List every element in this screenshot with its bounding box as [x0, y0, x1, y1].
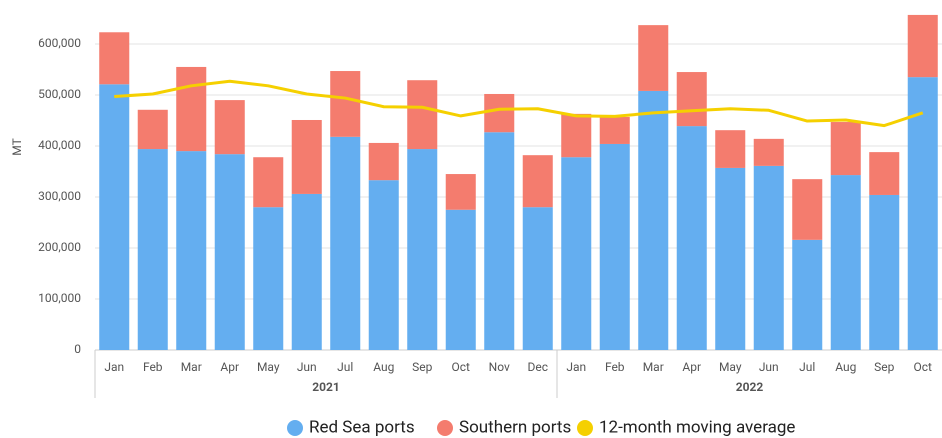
bar-segment	[753, 165, 784, 350]
bar-segment	[291, 119, 322, 194]
x-tick-label: Feb	[143, 360, 163, 374]
bar-segment	[137, 109, 168, 150]
bar-segment	[830, 175, 861, 350]
group-label: 2022	[736, 380, 764, 394]
bar-segment	[407, 149, 438, 350]
bar-segment	[484, 93, 515, 133]
bar-segment	[869, 194, 900, 350]
bar-segment	[137, 149, 168, 350]
bar-segment	[445, 174, 476, 210]
x-tick-label: Oct	[914, 360, 933, 374]
bar-segment	[907, 77, 938, 351]
bar-segment	[792, 179, 823, 240]
y-tick-label: 600,000	[38, 36, 81, 50]
y-tick-label: 100,000	[38, 291, 81, 305]
bar-segment	[638, 25, 669, 91]
x-tick-label: Dec	[527, 360, 548, 374]
x-tick-label: Apr	[682, 360, 701, 374]
legend-marker	[287, 420, 303, 436]
x-tick-label: Aug	[373, 360, 394, 374]
x-tick-label: Sep	[874, 360, 894, 374]
bar-segment	[599, 116, 630, 144]
bar-segment	[445, 209, 476, 350]
bar-segment	[830, 122, 861, 176]
bar-segment	[99, 84, 130, 350]
bar-segment	[792, 239, 823, 350]
x-tick-label: Jul	[799, 360, 815, 374]
bar-segment	[253, 207, 284, 350]
y-tick-label: 400,000	[38, 138, 81, 152]
y-tick-label: 0	[74, 342, 81, 356]
line	[114, 79, 924, 128]
y-tick-label: 500,000	[38, 87, 81, 101]
bar-segment	[522, 155, 553, 208]
bar-segment	[214, 100, 245, 155]
bar-segment	[599, 143, 630, 350]
bar-segment	[368, 142, 399, 181]
x-tick-label: Nov	[489, 360, 510, 374]
bar-segment	[561, 157, 592, 350]
bar-segment	[407, 80, 438, 150]
bar-segment	[715, 167, 746, 350]
bar-segment	[176, 66, 207, 152]
bar-segment	[676, 126, 707, 350]
x-tick-label: Jan	[566, 360, 586, 374]
x-tick-label: Jul	[337, 360, 353, 374]
bar-segment	[253, 157, 284, 208]
y-axis-label: MT	[10, 138, 24, 155]
x-tick-label: Mar	[181, 360, 202, 374]
x-tick-label: Jun	[297, 360, 317, 374]
x-tick-label: Jun	[759, 360, 779, 374]
x-tick-label: Mar	[643, 360, 664, 374]
x-tick-label: Feb	[605, 360, 625, 374]
bar-segment	[638, 90, 669, 351]
x-tick-label: May	[257, 360, 280, 374]
bar-segment	[869, 152, 900, 195]
legend-marker	[577, 420, 593, 436]
y-tick-label: 300,000	[38, 189, 81, 203]
bar-segment	[368, 180, 399, 350]
legend-marker	[437, 420, 453, 436]
legend-label: 12-month moving average	[599, 417, 795, 437]
legend-label: Red Sea ports	[309, 417, 415, 437]
bar-segment	[676, 72, 707, 127]
x-tick-label: Apr	[220, 360, 239, 374]
bar-segment	[484, 132, 515, 350]
x-tick-label: Aug	[835, 360, 856, 374]
x-tick-label: Sep	[412, 360, 432, 374]
bar-segment	[330, 71, 361, 137]
x-tick-label: May	[719, 360, 742, 374]
x-tick-label: Oct	[452, 360, 471, 374]
bar-segment	[99, 32, 130, 85]
bar-segment	[522, 207, 553, 350]
bar-segment	[214, 154, 245, 350]
bar-segment	[561, 113, 592, 158]
x-tick-label: Jan	[104, 360, 124, 374]
bar-segment	[907, 14, 938, 78]
bar-segment	[330, 136, 361, 350]
bar-segment	[753, 138, 784, 166]
y-tick-label: 200,000	[38, 240, 81, 254]
bar-segment	[176, 151, 207, 350]
legend-label: Southern ports	[459, 417, 571, 437]
bar-segment	[291, 193, 322, 350]
group-label: 2021	[312, 380, 340, 394]
bar-segment	[715, 130, 746, 168]
